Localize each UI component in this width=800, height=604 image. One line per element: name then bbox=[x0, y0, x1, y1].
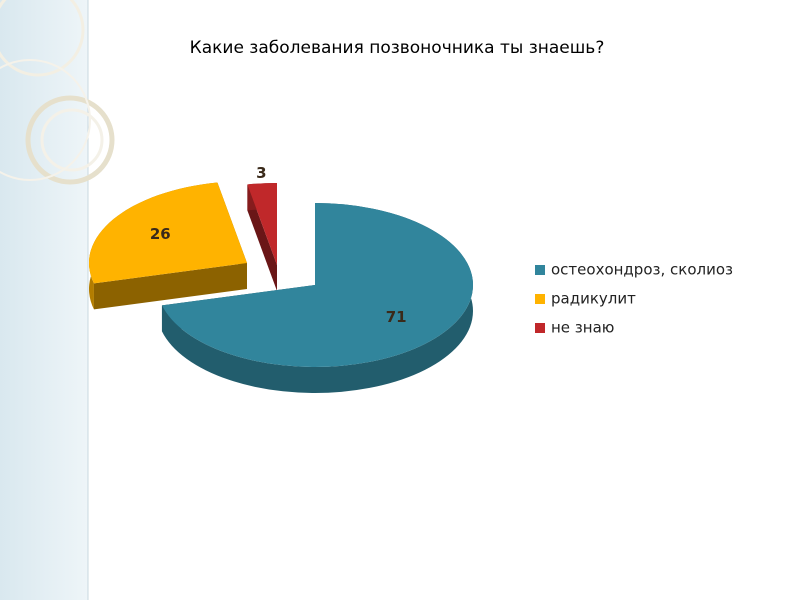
legend-label: остеохондроз, сколиоз bbox=[551, 261, 733, 279]
slice bbox=[88, 182, 247, 284]
pie: 71 26 3 bbox=[88, 164, 473, 394]
data-label: 3 bbox=[256, 164, 266, 182]
chart-title: Какие заболевания позвоночника ты знаешь… bbox=[190, 38, 605, 58]
legend-label: не знаю bbox=[551, 319, 614, 337]
slice bbox=[161, 203, 473, 368]
legend: остеохондроз, сколиоз радикулит не знаю bbox=[535, 261, 733, 337]
legend-swatch bbox=[535, 323, 545, 333]
data-label: 26 bbox=[150, 225, 171, 243]
legend-label: радикулит bbox=[551, 290, 636, 308]
data-label: 71 bbox=[386, 308, 407, 326]
legend-swatch bbox=[535, 294, 545, 304]
slice-side bbox=[93, 263, 247, 310]
slice-side bbox=[247, 184, 277, 291]
slice bbox=[247, 183, 277, 265]
legend-swatch bbox=[535, 265, 545, 275]
decoration bbox=[0, 0, 115, 600]
